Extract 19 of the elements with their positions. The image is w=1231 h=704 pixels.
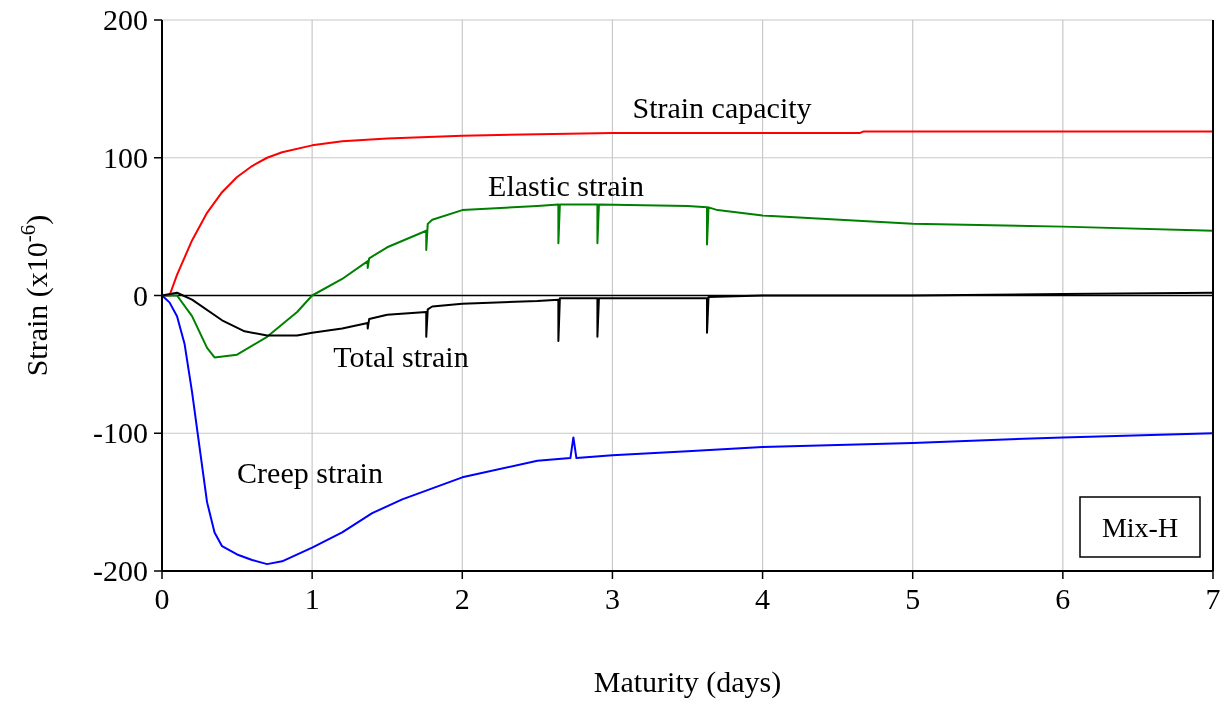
series-label: Creep strain	[237, 456, 383, 489]
y-tick-label: 200	[103, 3, 148, 36]
x-tick-label: 3	[604, 582, 620, 615]
x-tick-label: 4	[755, 582, 771, 615]
x-axis-title: Maturity (days)	[593, 665, 782, 699]
x-tick-label: 6	[1055, 582, 1071, 615]
x-tick-label: 0	[154, 582, 170, 615]
y-tick-label: -100	[93, 416, 148, 450]
annotation: Mix-H	[1101, 512, 1179, 543]
y-tick-label: 0	[133, 278, 148, 312]
x-tick-label: 1	[304, 582, 320, 615]
series-label: Elastic strain	[488, 169, 644, 202]
x-tick-label: 2	[454, 582, 470, 615]
series-label: Strain capacity	[632, 91, 812, 124]
x-tick-label: 7	[1205, 582, 1221, 615]
x-tick-label: 5	[905, 582, 921, 615]
series-label: Total strain	[333, 340, 469, 373]
y-tick-label: -200	[93, 554, 148, 587]
y-tick-label: 100	[103, 140, 148, 174]
